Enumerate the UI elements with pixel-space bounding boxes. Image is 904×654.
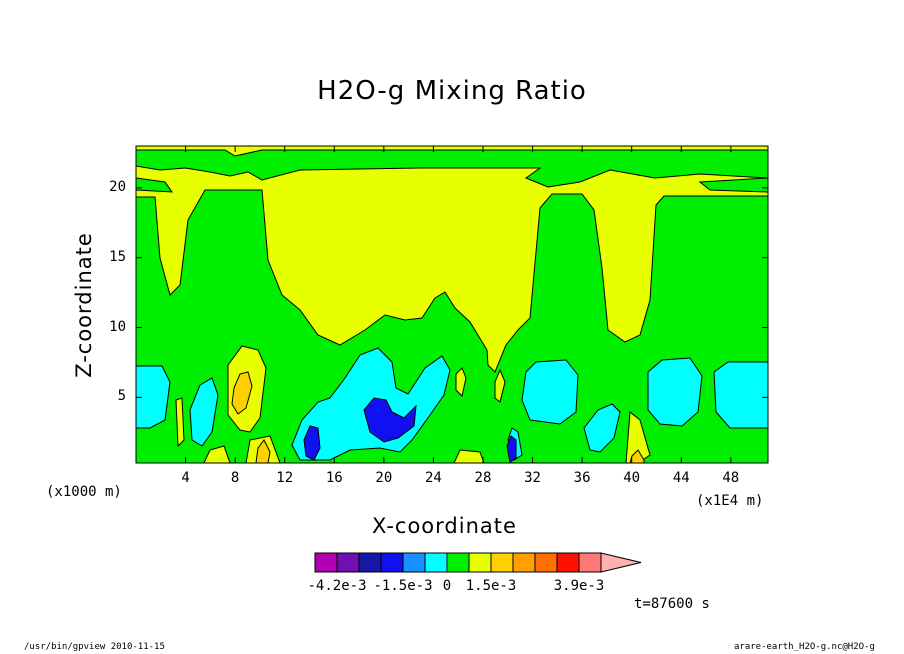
colorbar-label: -4.2e-3 xyxy=(307,578,367,594)
contour-region-green xyxy=(698,177,768,193)
colorbar-swatch xyxy=(534,552,558,573)
plot-frame xyxy=(135,145,769,464)
x-tick-label: 4 xyxy=(181,470,190,486)
contour-region-cyan xyxy=(189,377,219,447)
x-tick-label: 28 xyxy=(474,470,492,486)
y-tick-label: 20 xyxy=(109,178,126,195)
contour-region-yellow xyxy=(625,411,651,463)
footer-left: /usr/bin/gpview 2010-11-15 xyxy=(24,642,165,652)
contour-region-cyan xyxy=(136,365,171,429)
x-tick-label: 20 xyxy=(375,470,393,486)
colorbar-label: 3.9e-3 xyxy=(553,578,605,594)
y-axis-label: Z-coordinate xyxy=(72,232,96,378)
x-unit-label-right: (x1E4 m) xyxy=(696,493,764,509)
contour-region-cyan xyxy=(521,359,579,425)
y-tick-label: 10 xyxy=(109,318,126,335)
x-tick-label: 36 xyxy=(573,470,591,486)
contour-region-yellow xyxy=(455,367,467,397)
contour-region-green xyxy=(136,189,768,463)
colorbar-swatch xyxy=(512,552,536,573)
colorbar-swatch xyxy=(402,552,426,573)
contour-region-yellow xyxy=(203,445,231,463)
colorbar-label: 1.5e-3 xyxy=(465,578,517,594)
x-tick-label: 12 xyxy=(276,470,294,486)
contour-region-blue xyxy=(363,397,417,443)
contour-region-yellow xyxy=(494,368,506,403)
contour-region-cyan xyxy=(583,403,621,453)
chart-title: H2O-g Mixing Ratio xyxy=(317,76,587,106)
x-tick-label: 40 xyxy=(623,470,641,486)
y-tick-label: 5 xyxy=(117,388,126,405)
y-axis-ticks xyxy=(136,187,768,398)
colorbar-swatch xyxy=(490,552,514,573)
colorbar-swatch xyxy=(446,552,470,573)
footer-right: arare-earth_H2O-g.nc@H2O-g xyxy=(734,642,875,652)
contour-region-orange xyxy=(231,371,253,415)
contour-region-yellow xyxy=(453,449,485,463)
contour-fill-layer xyxy=(136,146,768,463)
colorbar-label: 0 xyxy=(442,578,452,594)
x-tick-label: 32 xyxy=(524,470,541,486)
colorbar-swatch xyxy=(424,552,448,573)
x-tick-label: 8 xyxy=(230,470,240,486)
contour-region-yellow xyxy=(175,397,185,448)
y-tick-label: 15 xyxy=(109,248,126,265)
x-tick-label: 16 xyxy=(325,470,343,486)
contour-region-orange xyxy=(255,439,271,463)
colorbar-swatch xyxy=(358,552,382,573)
x-axis-ticks xyxy=(185,146,732,463)
x-unit-label-left: (x1000 m) xyxy=(46,484,122,500)
x-tick-label: 44 xyxy=(672,470,690,486)
contour-region-green xyxy=(136,149,768,188)
colorbar-swatch xyxy=(578,552,602,573)
colorbar-label: -1.5e-3 xyxy=(373,578,433,594)
colorbar-swatch xyxy=(380,552,404,573)
contour-region-blue xyxy=(303,425,321,461)
colorbar-swatch xyxy=(468,552,492,573)
x-axis-label: X-coordinate xyxy=(372,514,517,538)
contour-region-orange xyxy=(629,449,645,463)
contour-region-blue xyxy=(506,435,517,463)
contour-region-green xyxy=(136,177,173,193)
contour-region-cyan xyxy=(647,357,703,427)
colorbar-swatch xyxy=(556,552,580,573)
colorbar xyxy=(314,552,642,573)
x-tick-label: 48 xyxy=(722,470,740,486)
contour-region-cyan xyxy=(713,361,768,429)
time-label: t=87600 s xyxy=(634,596,710,612)
colorbar-extend-arrow xyxy=(600,552,642,573)
x-tick-label: 24 xyxy=(424,470,442,486)
colorbar-swatch xyxy=(314,552,338,573)
colorbar-swatch xyxy=(336,552,360,573)
